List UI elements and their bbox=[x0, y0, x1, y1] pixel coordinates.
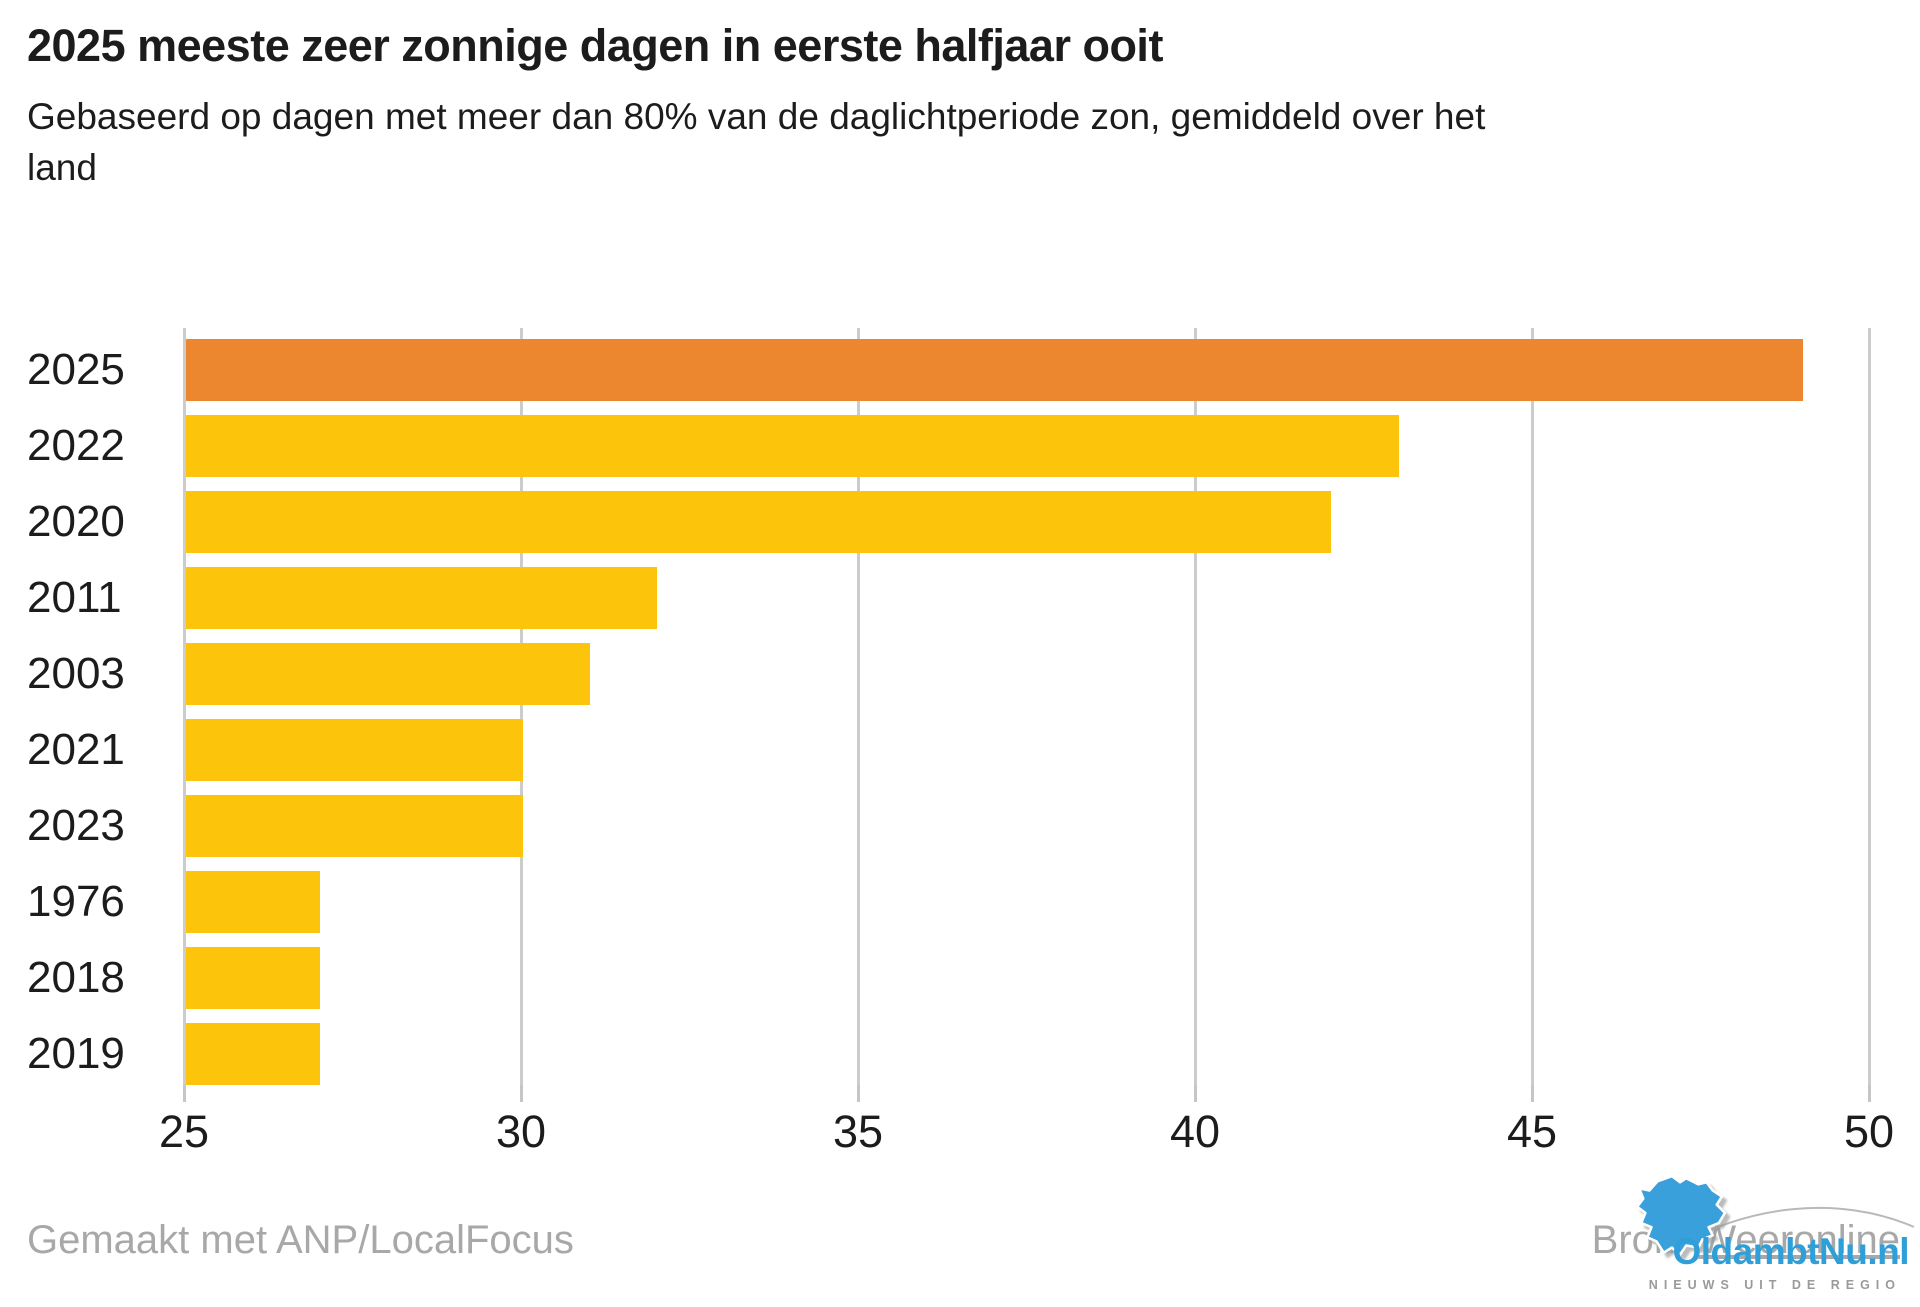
x-tick-label-25: 25 bbox=[158, 1106, 210, 1157]
x-tick-label-50: 50 bbox=[1843, 1106, 1895, 1157]
bar-2023[interactable] bbox=[185, 795, 523, 857]
bar-2011[interactable] bbox=[185, 567, 658, 629]
y-label-2003: 2003 bbox=[27, 649, 125, 698]
x-tick-label-35: 35 bbox=[832, 1106, 884, 1157]
bar-2021[interactable] bbox=[185, 719, 523, 781]
site-logo[interactable]: OldambtNu.nl NIEUWS UIT DE REGIO bbox=[1585, 1165, 1915, 1305]
y-label-2018: 2018 bbox=[27, 953, 125, 1002]
gridline-45 bbox=[1530, 328, 1534, 1085]
bar-2025[interactable] bbox=[185, 339, 1804, 401]
bar-2003[interactable] bbox=[185, 643, 590, 705]
bar-2018[interactable] bbox=[185, 947, 321, 1009]
y-label-2022: 2022 bbox=[27, 421, 125, 470]
bar-2019[interactable] bbox=[185, 1023, 321, 1085]
gridline-35 bbox=[856, 328, 860, 1085]
chart-title: 2025 meeste zeer zonnige dagen in eerste… bbox=[27, 20, 1163, 71]
x-tick-35 bbox=[856, 1085, 860, 1102]
x-tick-50 bbox=[1867, 1085, 1871, 1102]
gridline-50 bbox=[1867, 328, 1871, 1085]
region-map-icon bbox=[1635, 1174, 1727, 1256]
y-axis-line bbox=[182, 328, 186, 1085]
x-tick-45 bbox=[1530, 1085, 1534, 1102]
y-label-2025: 2025 bbox=[27, 345, 125, 394]
logo-site-name: OldambtNu.nl bbox=[1672, 1231, 1909, 1272]
x-tick-40 bbox=[1193, 1085, 1197, 1102]
logo-tagline: NIEUWS UIT DE REGIO bbox=[1648, 1278, 1901, 1292]
gridline-30 bbox=[519, 328, 523, 1085]
x-tick-label-40: 40 bbox=[1169, 1106, 1221, 1157]
y-label-2023: 2023 bbox=[27, 801, 125, 850]
y-label-2019: 2019 bbox=[27, 1029, 125, 1078]
x-tick-30 bbox=[519, 1085, 523, 1102]
bar-1976[interactable] bbox=[185, 871, 321, 933]
x-tick-label-30: 30 bbox=[495, 1106, 547, 1157]
y-label-1976: 1976 bbox=[27, 877, 125, 926]
x-tick-25 bbox=[182, 1085, 186, 1102]
chart-subtitle: Gebaseerd op dagen met meer dan 80% van … bbox=[27, 96, 1486, 188]
bar-2020[interactable] bbox=[185, 491, 1332, 553]
source-link[interactable]: Weeronline bbox=[1698, 1218, 1900, 1262]
gridline-40 bbox=[1193, 328, 1197, 1085]
y-label-2011: 2011 bbox=[27, 573, 122, 622]
y-label-2021: 2021 bbox=[27, 725, 125, 774]
x-tick-label-45: 45 bbox=[1506, 1106, 1558, 1157]
y-label-2020: 2020 bbox=[27, 497, 125, 546]
credit-text: Gemaakt met ANP/LocalFocus bbox=[27, 1218, 574, 1262]
bar-2022[interactable] bbox=[185, 415, 1399, 477]
